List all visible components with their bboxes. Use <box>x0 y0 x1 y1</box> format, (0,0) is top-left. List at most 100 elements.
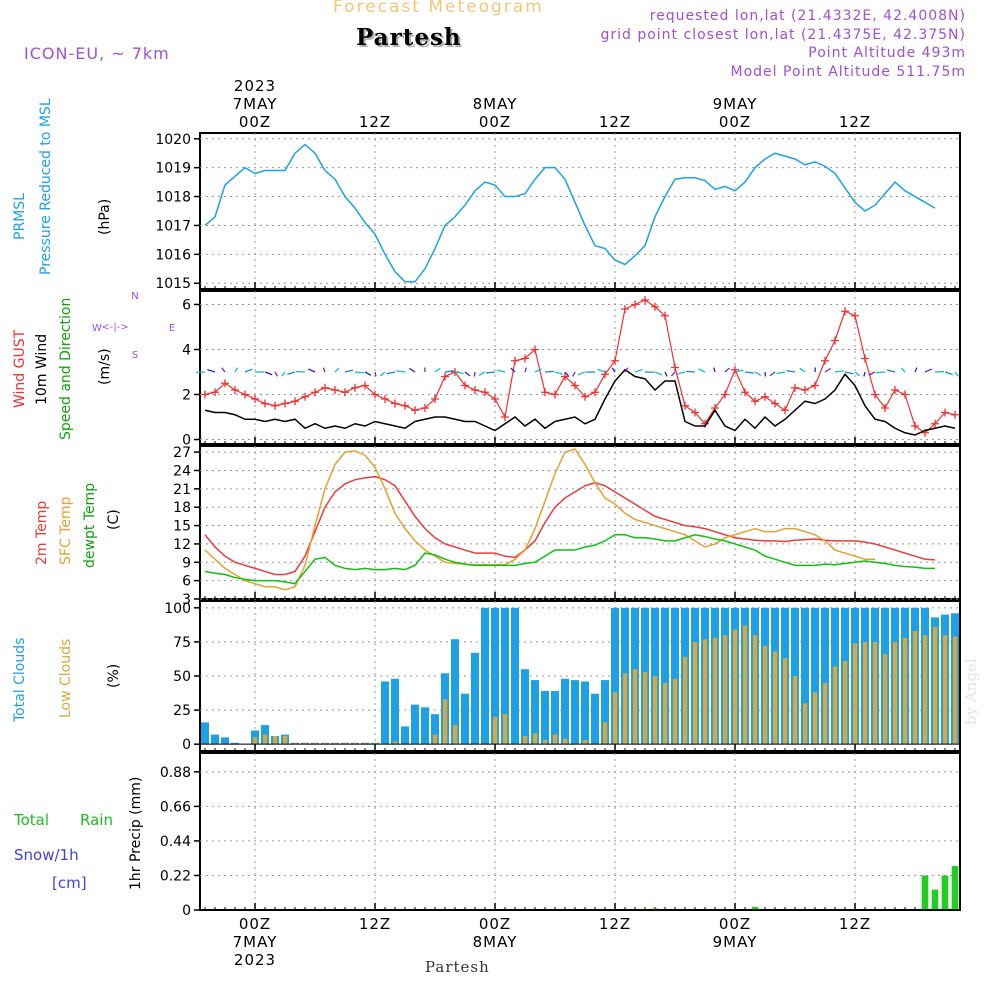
gust-marker <box>241 390 249 399</box>
wind-direction-arrow <box>434 367 441 373</box>
pressure-unit: (hPa) <box>97 199 113 235</box>
total-cloud-bar <box>661 607 669 745</box>
low-cloud-bar <box>943 635 948 745</box>
wind-direction-arrow <box>379 371 386 377</box>
gust-marker <box>351 383 359 392</box>
sfc-temp-label: SFC Temp <box>58 496 74 565</box>
low-cloud-bar <box>843 661 848 745</box>
precip-unit: 1hr Precip (mm) <box>128 777 144 890</box>
gust-marker <box>901 390 909 399</box>
y-tick-label: 27 <box>173 445 191 461</box>
wind-direction-arrow <box>924 368 933 373</box>
low-cloud-bar <box>773 651 778 745</box>
gust-marker <box>671 363 679 372</box>
y-tick-label: 6 <box>182 574 191 590</box>
low-cloud-bar <box>293 742 298 745</box>
wind-direction-arrow <box>624 367 629 373</box>
gust-marker <box>821 356 829 365</box>
wind-direction-arrow <box>769 371 776 377</box>
wind-direction-arrow <box>374 371 377 377</box>
wind-direction-arrow <box>281 371 286 377</box>
gust-marker <box>691 408 699 417</box>
rain-bar <box>941 875 949 910</box>
gust-marker <box>611 356 619 365</box>
gust-marker <box>831 336 839 345</box>
wind-direction-arrow <box>863 371 866 377</box>
gust-marker <box>471 386 479 394</box>
total-cloud-bar <box>431 714 439 745</box>
wind-direction-arrow <box>634 368 643 373</box>
total-cloud-bar <box>801 607 809 745</box>
gust-marker <box>531 345 539 354</box>
panel-3: 3 6 9 12 15 18 21 24 27 2m Temp SFC Temp dewpt Temp… <box>34 445 961 608</box>
gust-marker <box>641 296 649 304</box>
wind-direction-arrow <box>834 370 844 373</box>
wind-direction-arrow <box>724 367 730 373</box>
y-tick-label: 6 <box>182 298 191 314</box>
gust-marker <box>211 388 219 397</box>
wind-direction-arrow <box>744 371 754 374</box>
time-label-top: 12Z <box>359 113 391 131</box>
low-cloud-bar <box>343 742 348 745</box>
wind-direction-arrow <box>900 367 906 373</box>
wind-direction-arrow <box>287 371 296 376</box>
wind-direction-arrow <box>396 370 406 373</box>
y-tick-label: 0.44 <box>160 834 191 850</box>
wind-direction-arrow <box>654 371 663 376</box>
wind-direction-arrow <box>854 371 860 377</box>
gust-marker <box>511 356 519 365</box>
point-altitude: Point Altitude 493m <box>808 45 966 61</box>
wind-direction-arrow <box>473 371 476 377</box>
time-label-bottom: 12Z <box>359 915 391 933</box>
y-tick-label: 0 <box>182 433 191 449</box>
gust-marker <box>541 388 549 397</box>
temp-unit: (C) <box>106 509 122 530</box>
snow-label: Snow/1h <box>14 846 79 864</box>
total-cloud-bar <box>451 639 459 745</box>
low-cloud-bar <box>713 637 718 745</box>
panel-4: 0 25 50 75 100 Total Clouds Low Clouds (%) <box>12 600 961 753</box>
low-cloud-bar <box>303 742 308 745</box>
y-tick-label: 0.22 <box>160 868 191 884</box>
time-label-top: 7MAY <box>233 95 278 113</box>
low-cloud-bar <box>393 741 398 745</box>
total-cloud-bar <box>671 607 679 745</box>
low-cloud-bar <box>583 740 588 745</box>
y-tick-label: 24 <box>173 463 191 479</box>
low-cloud-bar <box>273 736 278 745</box>
wind-direction-arrow <box>322 367 326 373</box>
gust-marker <box>381 395 389 403</box>
wind-direction-arrow <box>664 371 668 377</box>
dewpt-label: dewpt Temp <box>82 483 98 568</box>
y-tick-label: 1019 <box>155 161 191 177</box>
y-tick-label: 4 <box>182 343 191 359</box>
gust-marker <box>931 419 939 428</box>
compass-north: N <box>131 291 138 302</box>
time-label-top: 12Z <box>839 113 871 131</box>
total-cloud-bar <box>571 680 579 745</box>
gust-marker <box>481 388 489 397</box>
gust-marker <box>251 395 259 403</box>
low-cloud-bar <box>703 639 708 745</box>
wind-direction-arrow <box>564 371 570 377</box>
gust-marker <box>361 381 369 390</box>
wind-direction-arrow <box>914 367 918 373</box>
gust-marker <box>261 399 269 408</box>
total-cloud-bar <box>401 726 409 745</box>
gust-marker <box>741 388 749 397</box>
wind-direction-arrow <box>486 371 496 374</box>
wind-direction-arrow <box>554 371 563 375</box>
low-cloud-bar <box>683 656 688 745</box>
wind-direction-arrow <box>386 371 396 375</box>
sfc-temp-line <box>204 448 875 591</box>
gust-marker <box>631 300 639 309</box>
pressure-sublabel: Pressure Reduced to MSL <box>38 98 54 275</box>
gust-marker <box>721 390 729 399</box>
gust-marker <box>231 386 239 394</box>
time-label-top: 00Z <box>719 113 751 131</box>
total-cloud-bar <box>611 607 619 745</box>
low-cloud-bar <box>633 669 638 745</box>
time-label-top: 9MAY <box>713 95 758 113</box>
gust-marker <box>911 422 919 430</box>
